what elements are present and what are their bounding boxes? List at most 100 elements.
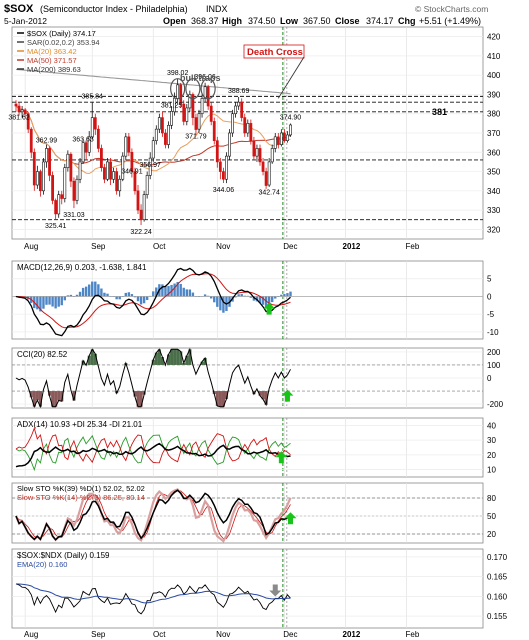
macd-histogram-bar [234, 296, 237, 298]
candle-body [289, 124, 292, 136]
adx-tick-label: 10 [487, 466, 496, 475]
candle-body [179, 84, 183, 105]
candle-body [200, 98, 204, 115]
cci-oversold-fill [35, 391, 39, 401]
sto39-line [15, 489, 292, 541]
candle-body [142, 194, 146, 221]
candle-body [57, 194, 61, 215]
adx-buy-arrow [275, 451, 288, 464]
price-point-label: 396.06 [194, 74, 216, 81]
price-legend-entry: SAR(0.02,0.2) 353.94 [27, 38, 100, 47]
month-label-bottom: Feb [406, 630, 420, 639]
price-point-label: 325.41 [45, 223, 67, 230]
price-point-label: 342.74 [258, 190, 280, 197]
macd-histogram-bar [115, 296, 118, 300]
candle-body [267, 161, 271, 186]
level-381-label: 381 [432, 107, 447, 117]
panel-frame [11, 417, 484, 478]
adx-tick-label: 20 [487, 451, 496, 460]
candle-body [63, 167, 67, 199]
price-tick-label: 330 [487, 206, 501, 215]
macd-histogram-bar [264, 296, 268, 307]
open-value: 368.37 [191, 16, 219, 26]
candle-body [100, 148, 103, 168]
candle-body [130, 151, 134, 172]
price-tick-label: 410 [487, 52, 501, 61]
cci-tick-label: 100 [487, 361, 501, 370]
cci-buy-arrow [281, 389, 294, 402]
price-point-label: 388.69 [228, 88, 250, 95]
macd-histogram-bar [173, 283, 176, 297]
candle-body [145, 175, 149, 195]
high-value: 374.50 [248, 16, 276, 26]
price-point-label: 385.84 [82, 93, 104, 100]
macd-histogram-bar [261, 296, 265, 305]
cci-oversold-fill [32, 391, 36, 407]
cci-oversold-fill [264, 391, 268, 405]
adx-tick-label: 30 [487, 436, 496, 445]
month-label-top: Sep [91, 242, 106, 251]
sto-tick-label: 50 [487, 512, 496, 521]
macd-line [15, 267, 291, 337]
macd-histogram-bar [289, 291, 292, 297]
candle-body [212, 121, 216, 142]
candle-body [185, 107, 189, 122]
cci-overbought-fill [157, 349, 161, 365]
candle-body [109, 161, 112, 180]
candle-body [243, 117, 247, 134]
cci-oversold-fill [252, 391, 256, 395]
price-tick-label: 320 [487, 225, 501, 234]
candle-body [154, 128, 158, 142]
candle-body [206, 86, 210, 107]
price-point-label: 374.90 [280, 115, 302, 122]
cci-line [15, 347, 291, 409]
candle-body [54, 200, 58, 215]
candle-body [72, 180, 76, 201]
ma200-line [15, 68, 291, 95]
candle-body [51, 175, 55, 201]
candle-body [87, 136, 91, 153]
candle-body [234, 105, 238, 115]
death-cross-label: Death Cross [247, 47, 303, 58]
macd-histogram-bar [63, 296, 66, 301]
candle-body [93, 117, 97, 130]
cci-title: CCI(20) 82.52 [17, 350, 68, 359]
candle-body [35, 171, 39, 186]
candle-body [209, 105, 213, 122]
price-point-label: 322.24 [130, 229, 152, 236]
price-point-label: 371.79 [185, 134, 207, 141]
cci-oversold-fill [29, 391, 33, 398]
macd-histogram-bar [274, 296, 277, 299]
candle-body [151, 140, 155, 159]
candle-body [81, 142, 85, 163]
macd-histogram-bar [161, 284, 164, 297]
macd-histogram-bar [139, 296, 143, 305]
cci-tick-label: -200 [487, 400, 504, 409]
macd-histogram-bar [36, 296, 39, 310]
ratio-tick-label: 0.165 [487, 573, 508, 582]
macd-histogram-bar [182, 287, 185, 297]
candle-body [38, 171, 42, 192]
chart-exchange: INDX [206, 4, 228, 14]
price-legend-entry: MA(20) 363.42 [27, 47, 77, 56]
chart-panel-4: 10 20 30 40 ADX(14) 10.93 +DI 25.34 -DI 21.0… [11, 417, 496, 478]
candle-body [157, 117, 161, 130]
cci-overbought-fill [203, 357, 207, 365]
adx-tick-label: 40 [487, 421, 496, 430]
macd-histogram-bar [66, 295, 70, 297]
sto-buy-arrow [284, 512, 297, 525]
candle-body [23, 109, 27, 115]
macd-histogram-bar [203, 294, 207, 297]
price-tick-label: 380 [487, 110, 501, 119]
chart-index-name: (Semiconductor Index - Philadelphia) [40, 4, 188, 14]
cci-overbought-fill [173, 349, 177, 365]
price-point-label: 344.06 [213, 187, 235, 194]
macd-histogram-bar [252, 296, 256, 301]
macd-histogram-bar [57, 296, 60, 307]
chart-panel-1: 320 330 340 350 360 370 380 390 400 410 420 381.62 3… [8, 26, 501, 251]
macd-signal-line [15, 273, 291, 329]
low-label: Low [280, 16, 299, 26]
macd-histogram-bar [118, 296, 121, 300]
cci-overbought-fill [154, 352, 158, 365]
